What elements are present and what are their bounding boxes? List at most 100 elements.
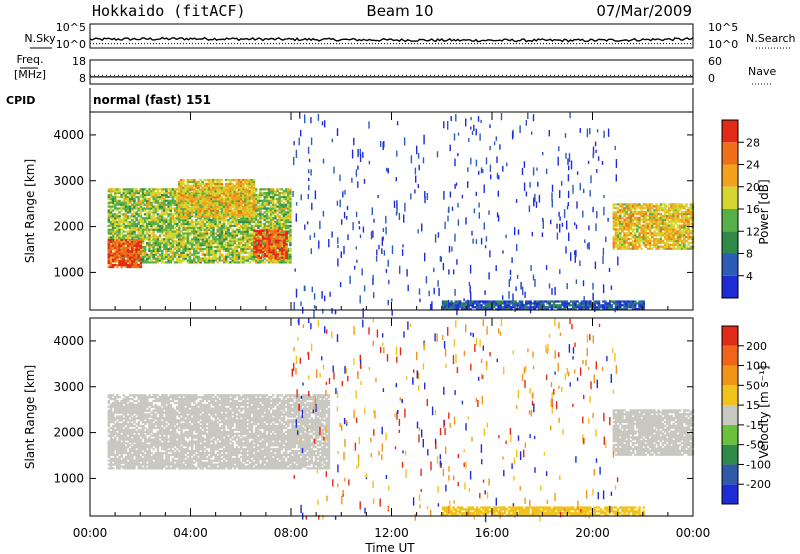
range-time-cell: [190, 178, 194, 182]
range-time-cell: [642, 207, 646, 210]
range-time-cell: [642, 218, 646, 221]
range-time-cell: [122, 195, 126, 199]
range-time-cell: [128, 250, 132, 253]
range-time-cell: [128, 260, 132, 263]
range-time-cell: [143, 234, 147, 237]
range-time-cell: [192, 202, 196, 205]
range-time-cell: [670, 203, 673, 206]
range-time-cell: [606, 302, 609, 305]
range-time-cell: [169, 238, 173, 241]
range-time-cell: [597, 308, 601, 311]
range-time-cell: [655, 232, 658, 235]
range-time-cell: [148, 238, 151, 241]
range-time-cell: [661, 245, 665, 248]
range-time-cell: [192, 190, 196, 193]
range-time-cell: [621, 237, 624, 241]
range-time-cell: [331, 138, 333, 143]
range-time-cell: [278, 193, 281, 197]
range-time-cell: [246, 242, 249, 245]
range-time-cell: [116, 236, 119, 239]
range-time-cell: [278, 243, 282, 246]
range-time-cell: [250, 226, 254, 229]
range-time-cell: [287, 247, 290, 251]
range-time-cell: [648, 230, 652, 233]
range-time-cell: [203, 196, 207, 199]
range-time-cell: [480, 238, 483, 245]
range-time-cell: [107, 209, 111, 212]
range-time-cell: [254, 257, 258, 260]
range-time-cell: [233, 255, 237, 258]
range-time-cell: [212, 198, 215, 201]
range-time-cell: [272, 228, 275, 231]
range-time-cell: [282, 259, 286, 262]
range-time-cell: [276, 235, 280, 238]
range-time-cell: [252, 202, 256, 205]
range-time-cell: [216, 186, 219, 189]
range-time-cell: [118, 190, 121, 193]
range-time-cell: [685, 209, 688, 212]
range-time-cell: [139, 213, 143, 216]
range-time-cell: [676, 211, 680, 214]
range-time-cell: [126, 265, 130, 269]
range-time-cell: [237, 178, 241, 182]
range-time-cell: [175, 207, 179, 210]
range-time-cell: [139, 201, 143, 204]
range-time-cell: [173, 232, 177, 235]
range-time-cell: [552, 306, 556, 309]
range-time-cell: [193, 226, 196, 229]
range-time-cell: [214, 209, 217, 212]
range-time-cell: [501, 302, 505, 305]
range-time-cell: [171, 253, 175, 256]
range-time-cell: [642, 304, 646, 307]
range-time-cell: [651, 247, 654, 250]
range-time-cell: [218, 184, 222, 187]
range-time-cell: [655, 216, 658, 220]
range-time-cell: [244, 249, 247, 253]
range-time-cell: [116, 201, 119, 204]
range-time-cell: [139, 250, 143, 253]
range-time-cell: [484, 306, 488, 309]
range-time-cell: [231, 188, 234, 191]
range-time-cell: [235, 244, 239, 247]
range-time-cell: [107, 190, 111, 193]
range-time-cell: [180, 240, 183, 243]
range-time-cell: [212, 192, 215, 195]
range-time-cell: [638, 304, 641, 307]
range-time-cell: [257, 219, 260, 222]
range-time-cell: [131, 252, 134, 255]
range-time-cell: [197, 190, 200, 193]
range-time-cell: [139, 234, 143, 237]
range-time-cell: [128, 193, 132, 197]
range-time-cell: [282, 195, 286, 199]
range-time-cell: [201, 180, 204, 184]
range-time-cell: [126, 217, 130, 220]
range-time-cell: [167, 213, 170, 216]
range-time-cell: [274, 241, 278, 244]
range-time-cell: [139, 240, 143, 244]
range-time-cell: [227, 261, 230, 264]
range-time-cell: [642, 228, 646, 231]
range-time-cell: [653, 212, 656, 216]
range-time-cell: [237, 209, 241, 212]
range-time-cell: [616, 207, 620, 210]
range-time-cell: [114, 244, 117, 247]
range-time-cell: [310, 169, 312, 176]
range-time-cell: [240, 242, 243, 245]
range-time-cell: [248, 228, 252, 231]
range-time-cell: [124, 226, 128, 229]
range-time-cell: [674, 207, 678, 210]
range-time-cell: [274, 226, 277, 229]
range-time-cell: [171, 197, 175, 201]
range-time-cell: [233, 196, 237, 199]
range-time-cell: [670, 220, 673, 223]
range-time-cell: [222, 213, 226, 216]
range-time-cell: [475, 304, 479, 307]
range-time-cell: [244, 247, 247, 251]
range-time-cell: [158, 203, 162, 206]
range-time-cell: [443, 306, 447, 309]
range-time-cell: [272, 201, 275, 204]
range-time-cell: [197, 199, 200, 202]
range-time-cell: [222, 249, 226, 253]
noise-left-tick-bottom: 10^0: [56, 38, 86, 51]
range-time-cell: [244, 255, 247, 258]
